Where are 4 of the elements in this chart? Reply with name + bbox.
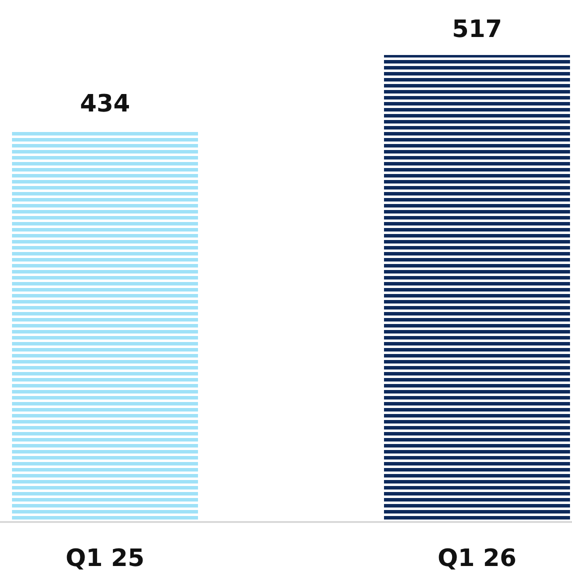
data-label: 434 [80, 90, 130, 118]
data-label: 517 [452, 15, 502, 43]
x-tick-label: Q1 25 [66, 544, 144, 572]
x-tick-label: Q1 26 [438, 544, 516, 572]
